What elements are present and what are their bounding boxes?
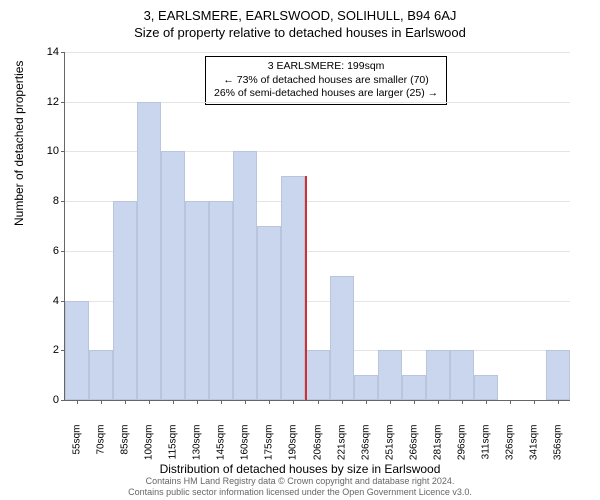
xtick-label: 130sqm <box>192 425 203 465</box>
histogram-bar <box>474 375 498 400</box>
xtick-mark <box>77 400 78 404</box>
xtick-mark <box>318 400 319 404</box>
histogram-bar <box>185 201 209 400</box>
xtick-label: 326sqm <box>504 425 515 465</box>
xtick-label: 221sqm <box>336 425 347 465</box>
histogram-bar <box>546 350 570 400</box>
xtick-label: 70sqm <box>96 425 107 465</box>
xtick-mark <box>125 400 126 404</box>
xtick-mark <box>366 400 367 404</box>
xtick-label: 311sqm <box>480 425 491 465</box>
xtick-mark <box>558 400 559 404</box>
histogram-bar <box>113 201 137 400</box>
xtick-label: 206sqm <box>312 425 323 465</box>
ytick-label: 10 <box>35 145 59 157</box>
xtick-mark <box>293 400 294 404</box>
xtick-label: 356sqm <box>552 425 563 465</box>
xtick-label: 85sqm <box>120 425 131 465</box>
xtick-label: 100sqm <box>144 425 155 465</box>
ytick-label: 0 <box>35 394 59 406</box>
histogram-bar <box>402 375 426 400</box>
xtick-label: 145sqm <box>216 425 227 465</box>
histogram-bar <box>209 201 233 400</box>
ytick-mark <box>61 251 65 252</box>
xtick-mark <box>173 400 174 404</box>
xtick-mark <box>149 400 150 404</box>
x-axis-label: Distribution of detached houses by size … <box>0 462 600 476</box>
annotation-line1: 3 EARLSMERE: 199sqm <box>214 60 438 74</box>
y-axis-label: Number of detached properties <box>12 61 26 226</box>
histogram-bar <box>378 350 402 400</box>
xtick-mark <box>269 400 270 404</box>
xtick-label: 115sqm <box>168 425 179 465</box>
title-address: 3, EARLSMERE, EARLSWOOD, SOLIHULL, B94 6… <box>0 0 600 23</box>
xtick-mark <box>462 400 463 404</box>
ytick-mark <box>61 52 65 53</box>
xtick-mark <box>486 400 487 404</box>
xtick-mark <box>197 400 198 404</box>
ytick-label: 4 <box>35 295 59 307</box>
histogram-bar <box>354 375 378 400</box>
footer-attribution: Contains HM Land Registry data © Crown c… <box>0 476 600 498</box>
xtick-mark <box>390 400 391 404</box>
xtick-label: 296sqm <box>456 425 467 465</box>
ytick-label: 8 <box>35 195 59 207</box>
xtick-label: 55sqm <box>72 425 83 465</box>
ytick-label: 2 <box>35 344 59 356</box>
histogram-bar <box>161 151 185 400</box>
histogram-bar <box>281 176 305 400</box>
annotation-line3: 26% of semi-detached houses are larger (… <box>214 87 438 101</box>
xtick-mark <box>342 400 343 404</box>
xtick-label: 190sqm <box>288 425 299 465</box>
xtick-label: 160sqm <box>240 425 251 465</box>
ytick-mark <box>61 151 65 152</box>
chart-container: 3, EARLSMERE, EARLSWOOD, SOLIHULL, B94 6… <box>0 0 600 500</box>
title-subtitle: Size of property relative to detached ho… <box>0 23 600 40</box>
histogram-bar <box>65 301 89 400</box>
histogram-bar <box>89 350 113 400</box>
ytick-label: 6 <box>35 245 59 257</box>
ytick-mark <box>61 102 65 103</box>
xtick-label: 281sqm <box>432 425 443 465</box>
xtick-mark <box>101 400 102 404</box>
marker-line <box>305 176 307 400</box>
gridline <box>65 52 570 53</box>
xtick-mark <box>534 400 535 404</box>
xtick-label: 175sqm <box>264 425 275 465</box>
histogram-bar <box>257 226 281 400</box>
plot-area: 3 EARLSMERE: 199sqm ← 73% of detached ho… <box>64 52 570 401</box>
xtick-label: 251sqm <box>384 425 395 465</box>
histogram-bar <box>233 151 257 400</box>
ytick-label: 12 <box>35 96 59 108</box>
ytick-mark <box>61 201 65 202</box>
histogram-bar <box>137 102 161 400</box>
xtick-label: 236sqm <box>360 425 371 465</box>
histogram-bar <box>305 350 329 400</box>
annotation-box: 3 EARLSMERE: 199sqm ← 73% of detached ho… <box>205 56 447 105</box>
xtick-label: 266sqm <box>408 425 419 465</box>
histogram-bar <box>330 276 354 400</box>
xtick-mark <box>414 400 415 404</box>
annotation-line2: ← 73% of detached houses are smaller (70… <box>214 74 438 88</box>
ytick-mark <box>61 400 65 401</box>
histogram-bar <box>426 350 450 400</box>
footer-line1: Contains HM Land Registry data © Crown c… <box>0 476 600 487</box>
xtick-mark <box>221 400 222 404</box>
xtick-mark <box>510 400 511 404</box>
xtick-label: 341sqm <box>528 425 539 465</box>
footer-line2: Contains public sector information licen… <box>0 487 600 498</box>
xtick-mark <box>438 400 439 404</box>
histogram-bar <box>450 350 474 400</box>
ytick-label: 14 <box>35 46 59 58</box>
xtick-mark <box>245 400 246 404</box>
